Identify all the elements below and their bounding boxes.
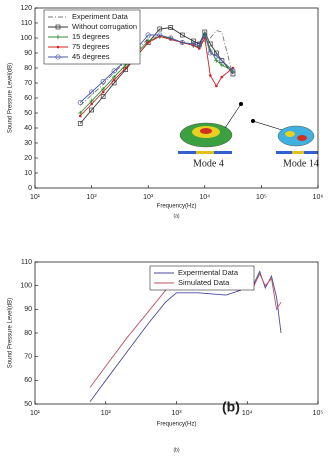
annotation: Mode 14 — [283, 158, 319, 169]
x-tick-label: 10⁶ — [313, 194, 324, 201]
x-tick-label: 10⁴ — [199, 194, 210, 201]
y-tick-label: 40 — [24, 125, 32, 132]
mode-inset — [178, 123, 318, 154]
series-line — [90, 274, 281, 388]
legend-label: Expermental Data — [178, 268, 239, 277]
caption: (b) — [173, 447, 179, 453]
x-tick-label: 10² — [101, 410, 112, 417]
y-tick-label: 110 — [21, 20, 32, 27]
legend-label: 75 degrees — [72, 42, 110, 51]
marker — [113, 79, 116, 82]
x-tick-label: 10³ — [171, 410, 182, 417]
x-axis-label: Frequency(Hz) — [157, 422, 197, 428]
y-tick-label: 60 — [24, 95, 32, 102]
y-tick-label: 0 — [28, 185, 32, 192]
y-tick-label: 30 — [24, 140, 32, 147]
caption: (a) — [173, 213, 179, 219]
y-tick-label: 20 — [24, 155, 32, 162]
marker — [221, 76, 224, 79]
y-tick-label: 70 — [24, 80, 32, 87]
y-tick-label: 90 — [24, 50, 32, 57]
y-tick-label: 50 — [24, 401, 32, 408]
legend-label: 45 degrees — [72, 52, 110, 61]
annotation-arrows — [225, 102, 282, 130]
y-tick-label: 80 — [24, 330, 32, 337]
marker — [102, 91, 105, 94]
legend-label: 15 degrees — [72, 32, 110, 41]
y-tick-label: 120 — [20, 5, 32, 12]
y-tick-label: 100 — [20, 283, 32, 290]
y-axis-label: Sound Pressure Level(dB) — [8, 63, 14, 133]
x-tick-label: 10¹ — [30, 410, 41, 417]
y-tick-label: 80 — [24, 65, 32, 72]
legend-label: Without corrugation — [72, 22, 137, 31]
y-axis-label: Sound Pressure Level(dB) — [8, 298, 14, 368]
legend-label: Experiment Data — [72, 12, 129, 21]
y-tick-label: 50 — [24, 110, 32, 117]
marker — [147, 41, 150, 44]
marker — [124, 67, 127, 70]
marker — [57, 46, 60, 49]
annotation: Mode 4 — [193, 158, 224, 169]
y-tick-label: 110 — [21, 259, 32, 266]
series-line — [90, 272, 281, 402]
x-tick-label: 10¹ — [30, 194, 41, 201]
y-tick-label: 100 — [20, 35, 32, 42]
annotation: (b) — [222, 399, 240, 415]
figure: Mode 4 Mode 14 (b) 0 10 20 30 40 50 60 70 80 90 10… — [0, 0, 330, 456]
y-tick-label: 60 — [24, 377, 32, 384]
x-tick-label: 10⁵ — [256, 194, 267, 201]
y-tick-label: 10 — [24, 170, 32, 177]
x-tick-label: 10⁴ — [242, 410, 253, 417]
x-axis-label: Frequency(Hz) — [157, 204, 197, 210]
marker — [209, 74, 212, 77]
y-tick-label: 90 — [24, 306, 32, 313]
legend-label: Simulated Data — [178, 278, 230, 287]
x-tick-label: 10² — [87, 194, 98, 201]
x-tick-label: 10³ — [143, 194, 154, 201]
marker — [79, 115, 82, 118]
marker — [90, 103, 93, 106]
marker — [215, 85, 218, 88]
x-tick-label: 10⁵ — [313, 410, 324, 417]
y-tick-label: 70 — [24, 354, 32, 361]
